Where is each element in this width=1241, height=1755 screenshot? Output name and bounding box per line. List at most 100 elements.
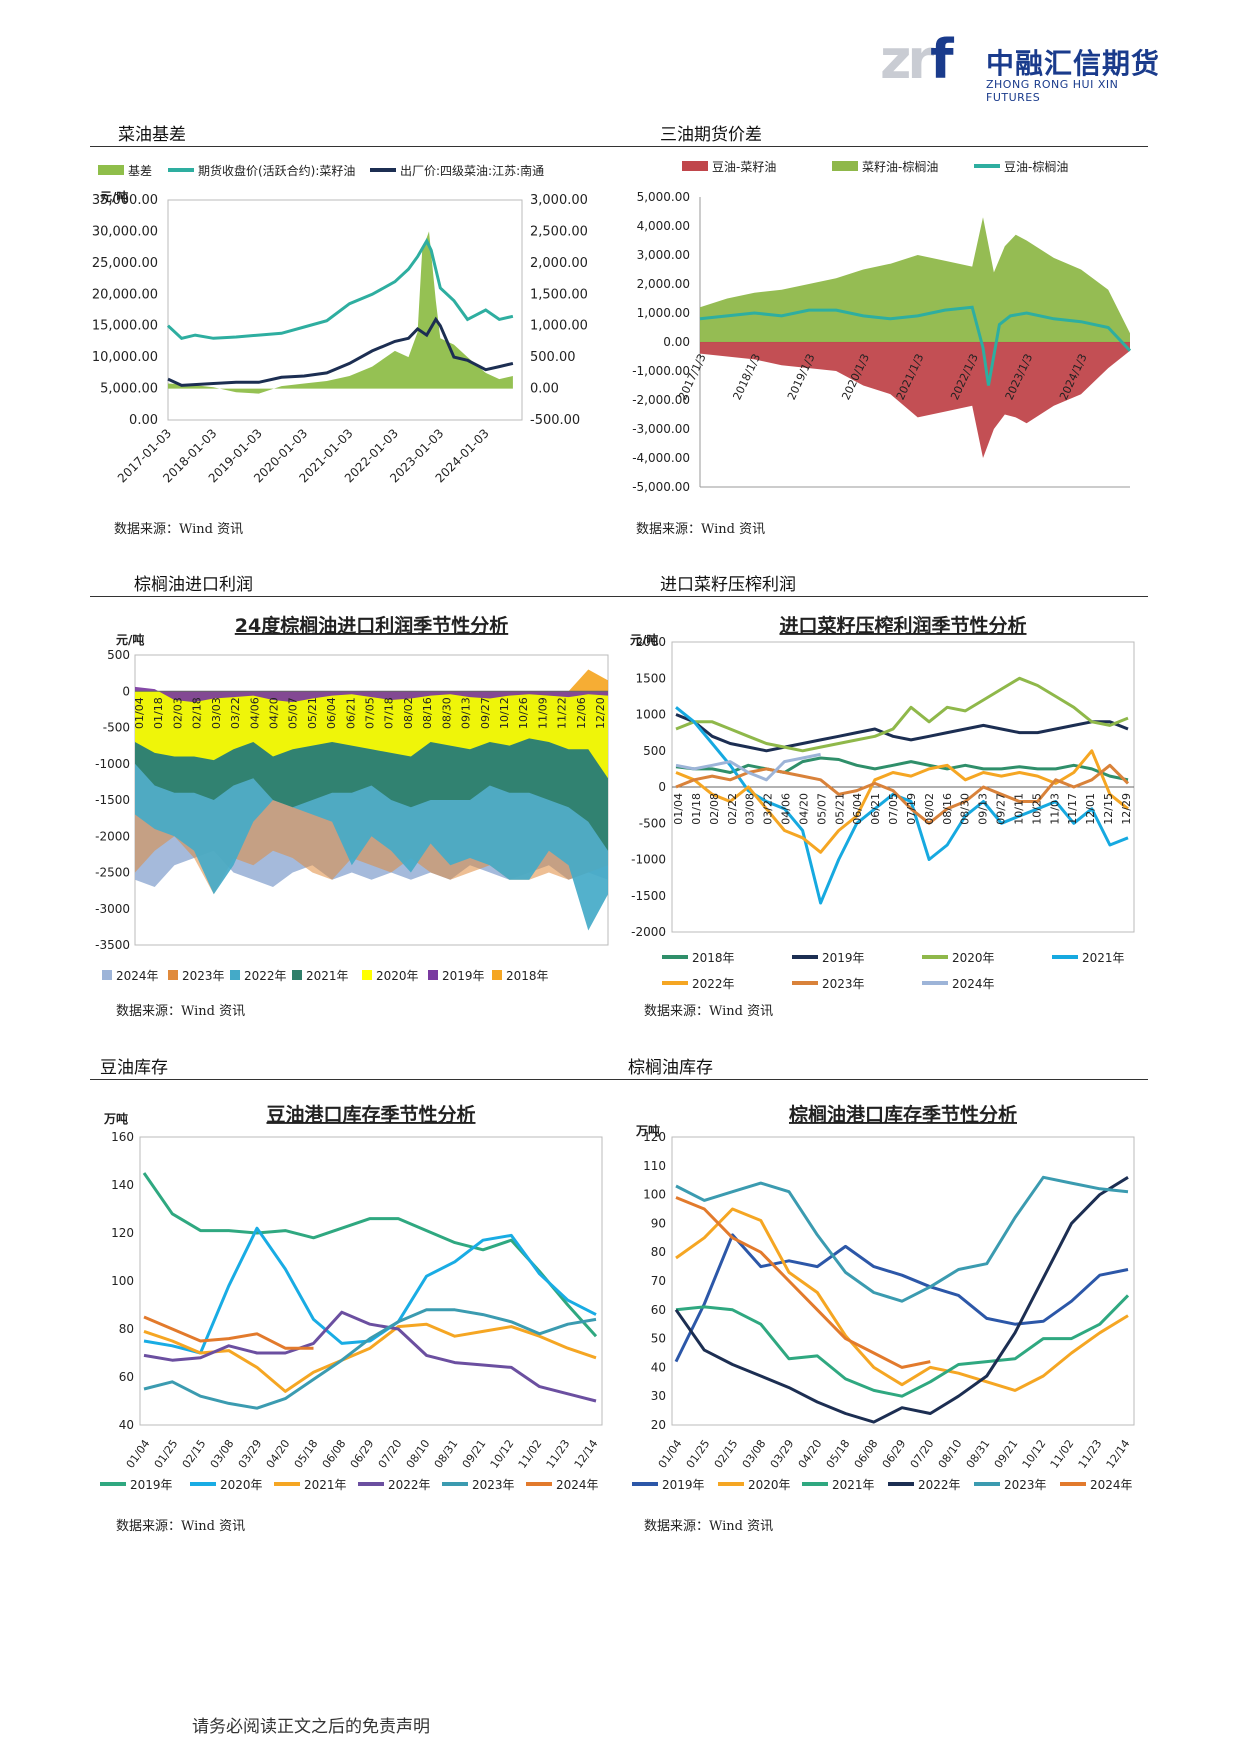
y-tick-label: -500: [103, 721, 130, 735]
source-note: 数据来源：Wind 资讯: [116, 1519, 246, 1534]
x-tick-label: 10/26: [517, 697, 530, 729]
y-unit-label: 元/吨: [630, 632, 658, 647]
legend-swatch: [168, 970, 178, 980]
x-tick-label: 01/04: [133, 697, 146, 729]
legend-label: 2023年: [182, 969, 225, 983]
legend-label: 2024年: [1090, 1478, 1133, 1492]
x-tick-label: 09/27: [479, 697, 492, 729]
series-area: [135, 686, 608, 703]
x-tick-label: 04/06: [248, 697, 261, 729]
y-tick-label: 3,000.00: [637, 248, 690, 262]
x-tick-label: 02/03: [171, 697, 184, 729]
y-tick-label: 1,000.00: [637, 306, 690, 320]
legend-label: 2020年: [376, 969, 419, 983]
chart-title: 棕榈油港口库存季节性分析: [789, 1103, 1017, 1126]
source-note: 数据来源：Wind 资讯: [636, 522, 766, 537]
logo-mark: zrf: [880, 28, 953, 91]
x-tick-label: 09/21: [460, 1437, 489, 1470]
y-tick-label: 5,000.00: [637, 190, 690, 204]
y-tick-label: 2000: [635, 635, 666, 649]
y-tick-label: -2000: [631, 925, 666, 939]
source-note: 数据来源：Wind 资讯: [644, 1004, 774, 1019]
y-tick-label: 2,000.00: [530, 256, 588, 271]
legend-label: 2020年: [748, 1478, 791, 1492]
source-note: 数据来源：Wind 资讯: [644, 1519, 774, 1534]
x-tick-label: 08/31: [964, 1437, 993, 1470]
series-area: [700, 217, 1130, 342]
series-line: [675, 1294, 1130, 1398]
legend-label: 2019年: [662, 1478, 705, 1492]
legend-label: 2019年: [442, 969, 485, 983]
legend-label: 菜籽油-棕榈油: [862, 159, 938, 174]
x-tick-label: 2018/1/3: [730, 352, 763, 402]
legend-label: 2020年: [952, 951, 995, 965]
series-area: [135, 691, 608, 779]
logo-name-en: ZHONG RONG HUI XIN FUTURES: [986, 78, 1119, 104]
y-tick-label: 100: [643, 1188, 666, 1202]
y-tick-label: 110: [643, 1159, 666, 1173]
x-tick-label: 10/25: [1030, 793, 1043, 825]
x-tick-label: 01/25: [684, 1437, 713, 1470]
x-tick-label: 06/21: [869, 793, 882, 825]
legend-label: 2019年: [130, 1478, 173, 1492]
legend-label: 豆油-棕榈油: [1004, 159, 1068, 174]
y-tick-label: 60: [651, 1303, 666, 1317]
legend-swatch: [428, 970, 438, 980]
x-tick-label: 06/04: [851, 793, 864, 825]
y-tick-label: 40: [119, 1418, 134, 1432]
x-tick-label: 08/31: [432, 1437, 461, 1470]
x-tick-label: 11/23: [1076, 1437, 1105, 1470]
x-tick-label: 12/29: [1120, 793, 1133, 825]
series-line: [675, 676, 1129, 753]
y-tick-label: 120: [111, 1226, 134, 1240]
x-tick-label: 11/03: [1048, 793, 1061, 825]
y-tick-label: 500: [643, 744, 666, 758]
x-tick-label: 08/16: [941, 793, 954, 825]
x-tick-label: 10/12: [1020, 1437, 1049, 1470]
x-tick-label: 01/04: [656, 1437, 685, 1470]
legend-label: 2021年: [1082, 951, 1125, 965]
section-rule: [90, 1079, 1148, 1080]
legend-label: 2024年: [952, 977, 995, 990]
x-tick-label: 07/18: [383, 697, 396, 729]
y-tick-label: 30,000.00: [92, 224, 158, 239]
y-tick-label: 160: [111, 1130, 134, 1144]
x-tick-label: 01/04: [124, 1437, 153, 1470]
y-tick-label: 120: [643, 1130, 666, 1144]
y-tick-label: 500.00: [530, 350, 576, 365]
y-unit-label: 万吨: [635, 1123, 660, 1138]
legend-label: 2023年: [1004, 1478, 1047, 1492]
series-line: [675, 752, 821, 782]
x-tick-label: 11/02: [1048, 1437, 1077, 1470]
x-tick-label: 12/01: [1084, 793, 1097, 825]
x-tick-label: 08/02: [923, 793, 936, 825]
y-tick-label: 40: [651, 1360, 666, 1374]
y-tick-label: 20,000.00: [92, 287, 158, 302]
x-tick-label: 07/20: [376, 1437, 405, 1470]
legend-label: 豆油-菜籽油: [712, 160, 776, 174]
chart-title: 进口菜籽压榨利润季节性分析: [779, 614, 1026, 637]
soy-oil-stock-chart: 豆油港口库存季节性分析 万吨 160 140 120 100 80 60 40 01/04 01/2…: [100, 1103, 603, 1492]
legend-label: 2022年: [388, 1478, 431, 1492]
series-line: [143, 1310, 597, 1403]
x-tick-label: 09/21: [992, 1437, 1021, 1470]
series-line: [675, 763, 1130, 825]
y-tick-label: 1,000.00: [530, 319, 588, 334]
series-line: [675, 1196, 931, 1369]
y-tick-label: 0: [658, 780, 666, 794]
x-tick-label: 12/20: [594, 697, 607, 729]
y-tick-label: -3,000.00: [632, 422, 690, 436]
x-tick-label: 08/30: [959, 793, 972, 825]
legend-label: 2019年: [822, 951, 865, 965]
y-tick-label: 4,000.00: [637, 219, 690, 233]
x-tick-label: 09/13: [460, 697, 473, 729]
y-tick-label: 0: [122, 684, 130, 698]
y-tick-label: 100: [111, 1274, 134, 1288]
y-tick-label: 90: [651, 1216, 666, 1230]
x-tick-label: 04/20: [796, 1437, 825, 1470]
y-tick-label: -1500: [95, 793, 130, 807]
section-rule: [90, 596, 1148, 597]
y-unit-label: 元/吨: [116, 632, 144, 647]
legend-label: 2023年: [472, 1478, 515, 1492]
